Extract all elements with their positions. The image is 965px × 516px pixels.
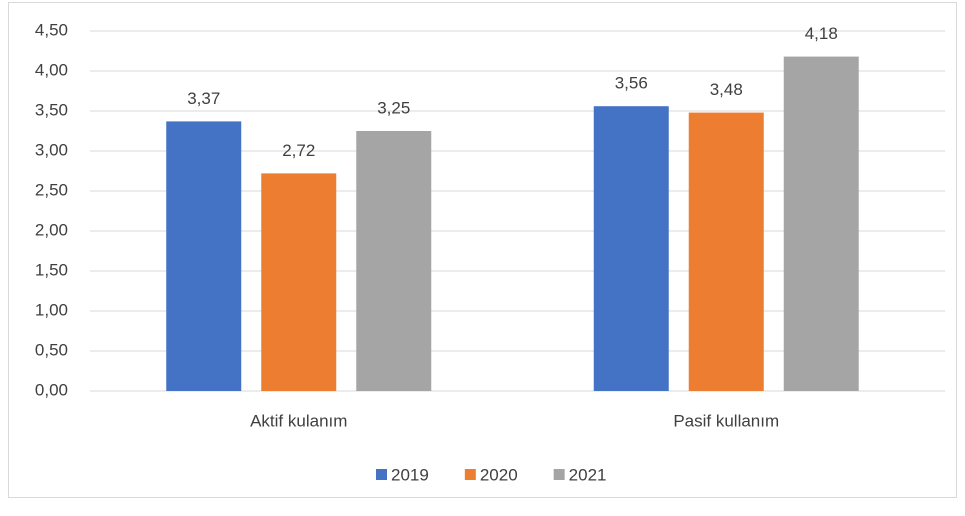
legend-label: 2021 [569, 465, 607, 484]
x-tick-label: Aktif kulanım [250, 411, 347, 430]
legend-swatch [464, 469, 476, 480]
bar [356, 131, 432, 391]
value-label: 3,37 [187, 89, 220, 108]
bar [783, 56, 859, 391]
bar [166, 121, 242, 392]
legend-swatch [553, 469, 565, 480]
y-tick-label: 2,50 [35, 180, 68, 199]
y-tick-label: 0,00 [35, 380, 68, 399]
y-tick-label: 4,00 [35, 60, 68, 79]
y-tick-label: 4,50 [35, 20, 68, 39]
bar [261, 173, 337, 391]
value-label: 2,72 [282, 141, 315, 160]
y-tick-label: 0,50 [35, 340, 68, 359]
y-tick-label: 2,00 [35, 220, 68, 239]
y-tick-label: 1,50 [35, 260, 68, 279]
legend-swatch [376, 469, 387, 480]
value-label: 3,56 [615, 74, 648, 93]
x-tick-label: Pasif kullanım [673, 411, 779, 430]
value-label: 3,48 [710, 80, 743, 99]
y-tick-label: 1,00 [35, 300, 68, 319]
legend-label: 2019 [391, 465, 429, 484]
bar [593, 106, 669, 391]
y-tick-label: 3,50 [35, 100, 68, 119]
bar [688, 112, 764, 391]
value-label: 4,18 [805, 24, 838, 43]
legend-label: 2020 [480, 465, 518, 484]
value-label: 3,25 [377, 98, 410, 117]
y-tick-label: 3,00 [35, 140, 68, 159]
